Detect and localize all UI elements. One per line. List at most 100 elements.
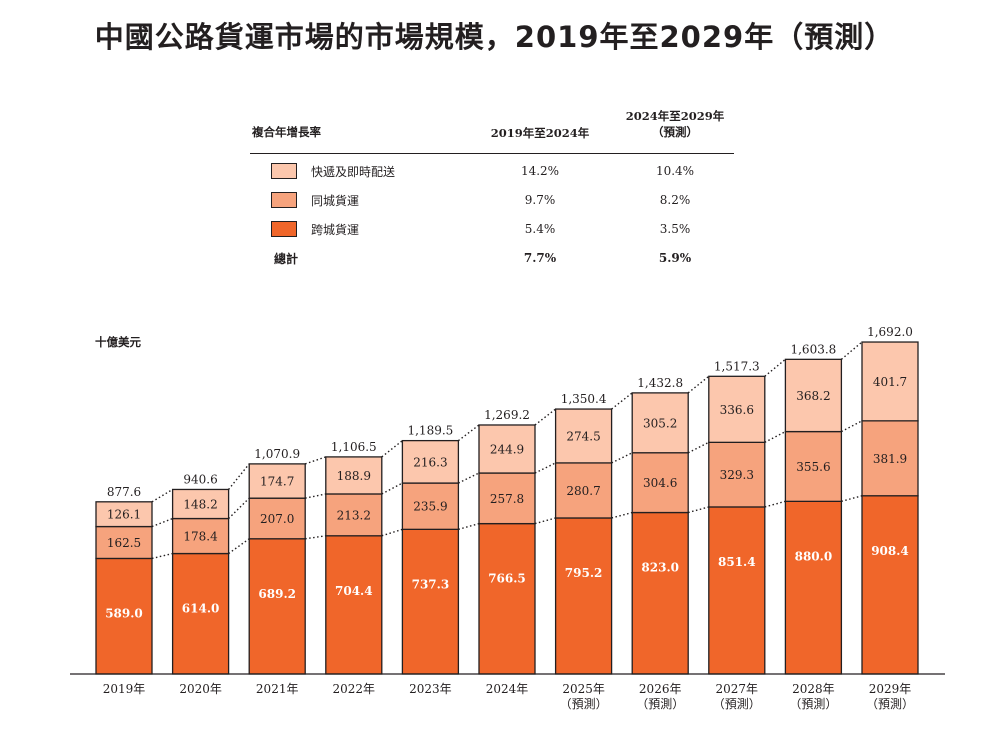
value-label-cross-city: 737.3 bbox=[412, 577, 450, 591]
legend-swatch-cross-city bbox=[271, 221, 297, 237]
bar-segment-cross-city bbox=[171, 552, 230, 675]
connector-line bbox=[151, 488, 173, 503]
total-label: 1,603.8 bbox=[790, 342, 836, 356]
value-label-cross-city: 766.5 bbox=[488, 572, 526, 586]
x-tick-label: 2019年 bbox=[103, 682, 146, 696]
value-label-intra-city: 280.7 bbox=[566, 484, 600, 498]
connector-line bbox=[688, 506, 709, 514]
bar-segment-express bbox=[708, 375, 766, 443]
connector-line bbox=[687, 441, 710, 454]
cagr-row-total: 總計 7.7% 5.9% bbox=[250, 244, 734, 273]
connector-line bbox=[458, 522, 480, 531]
bar-segment-express bbox=[631, 392, 689, 454]
bar-segment-express bbox=[248, 463, 306, 499]
value-label-cross-city: 589.0 bbox=[105, 606, 143, 620]
cagr-row-label: 快遞及即時配送 bbox=[311, 165, 396, 179]
connector-line bbox=[611, 452, 633, 464]
connector-line bbox=[764, 430, 786, 443]
bar-segment-intra-city bbox=[784, 430, 843, 502]
value-label-cross-city: 880.0 bbox=[795, 549, 833, 563]
connector-line bbox=[304, 456, 327, 465]
cagr-row-label: 跨城貨運 bbox=[311, 223, 360, 237]
x-tick-label: 2023年 bbox=[409, 682, 452, 696]
cagr-value: 14.2% bbox=[520, 164, 560, 178]
value-label-express: 174.7 bbox=[260, 475, 294, 489]
connector-line bbox=[151, 552, 173, 560]
value-label-intra-city: 178.4 bbox=[183, 530, 218, 544]
cagr-total-value: 5.9% bbox=[658, 251, 692, 265]
cagr-value: 8.2% bbox=[659, 193, 691, 207]
connector-line bbox=[381, 482, 403, 495]
value-label-express: 401.7 bbox=[873, 375, 907, 389]
value-label-intra-city: 235.9 bbox=[413, 500, 447, 514]
connector-line bbox=[841, 420, 863, 433]
connector-line bbox=[534, 462, 556, 474]
bar-segment-express bbox=[478, 424, 536, 474]
forecast-note-label: （預測） bbox=[560, 697, 608, 711]
value-label-intra-city: 207.0 bbox=[260, 512, 294, 526]
bar-segment-express bbox=[325, 456, 383, 495]
value-label-express: 244.9 bbox=[490, 443, 524, 457]
value-label-express: 188.9 bbox=[337, 469, 371, 483]
cagr-value: 10.4% bbox=[655, 164, 695, 178]
forecast-note-label: （預測） bbox=[713, 697, 761, 711]
total-label: 1,350.4 bbox=[561, 392, 607, 406]
cagr-row-label: 同城貨運 bbox=[311, 194, 360, 208]
cagr-table-header: 複合年增長率 2019年至2024年 2024年至2029年 （預測） bbox=[250, 108, 734, 154]
cagr-row-cross-city: 跨城貨運 5.4% 3.5% bbox=[250, 215, 734, 244]
value-label-cross-city: 795.2 bbox=[565, 566, 603, 580]
value-label-cross-city: 823.0 bbox=[641, 561, 679, 575]
connector-line bbox=[228, 497, 250, 520]
connector-line bbox=[764, 358, 786, 377]
x-tick-label: 2021年 bbox=[256, 682, 299, 696]
value-label-intra-city: 213.2 bbox=[337, 508, 371, 522]
legend-swatch-express bbox=[271, 163, 297, 179]
bar-segment-cross-city bbox=[401, 528, 460, 675]
total-label: 1,692.0 bbox=[867, 325, 913, 339]
total-label: 1,106.5 bbox=[331, 440, 377, 454]
value-label-cross-city: 689.2 bbox=[258, 587, 296, 601]
bar-segment-intra-city bbox=[554, 462, 613, 519]
bar-segment-express bbox=[784, 358, 843, 433]
cagr-value: 5.4% bbox=[524, 222, 556, 236]
connector-line bbox=[611, 511, 633, 519]
bar-segment-cross-city bbox=[325, 535, 383, 675]
bar-segment-cross-city bbox=[708, 506, 766, 675]
total-label: 1,189.5 bbox=[407, 424, 453, 438]
connector-line bbox=[841, 495, 863, 503]
cagr-col2-header-line2: （預測） bbox=[652, 125, 698, 139]
connector-line bbox=[305, 535, 326, 540]
connector-line bbox=[457, 424, 480, 442]
bar-segment-cross-city bbox=[861, 495, 919, 675]
value-label-intra-city: 355.6 bbox=[796, 460, 830, 474]
bar-segment-intra-city bbox=[631, 452, 689, 514]
cagr-table: 複合年增長率 2019年至2024年 2024年至2029年 （預測） 快遞及即… bbox=[250, 108, 734, 273]
forecast-note-label: （預測） bbox=[636, 697, 684, 711]
legend-swatch-intra-city bbox=[271, 192, 297, 208]
y-unit-label: 十億美元 bbox=[95, 335, 141, 349]
cagr-row-express: 快遞及即時配送 14.2% 10.4% bbox=[250, 157, 734, 186]
x-tick-label: 2025年 bbox=[562, 682, 605, 696]
total-label: 877.6 bbox=[107, 485, 141, 499]
value-label-cross-city: 908.4 bbox=[871, 544, 909, 558]
value-label-cross-city: 851.4 bbox=[718, 555, 756, 569]
value-label-intra-city: 257.8 bbox=[490, 492, 524, 506]
value-label-express: 148.2 bbox=[183, 497, 217, 511]
connector-line bbox=[840, 341, 863, 360]
connector-line bbox=[534, 408, 557, 426]
bar-segment-express bbox=[401, 439, 460, 484]
bar-segment-cross-city bbox=[554, 517, 613, 675]
bar-segment-cross-city bbox=[631, 511, 689, 675]
value-label-intra-city: 329.3 bbox=[720, 468, 754, 482]
forecast-note-label: （預測） bbox=[866, 697, 914, 711]
value-label-intra-city: 381.9 bbox=[873, 452, 907, 466]
bar-segment-cross-city bbox=[248, 538, 306, 675]
x-tick-label: 2026年 bbox=[639, 682, 682, 696]
x-tick-label: 2024年 bbox=[486, 682, 529, 696]
bar-segment-cross-city bbox=[478, 522, 536, 675]
value-label-express: 274.5 bbox=[566, 429, 600, 443]
connector-line bbox=[305, 493, 326, 499]
total-label: 1,432.8 bbox=[637, 376, 683, 390]
cagr-total-label: 總計 bbox=[274, 252, 299, 266]
